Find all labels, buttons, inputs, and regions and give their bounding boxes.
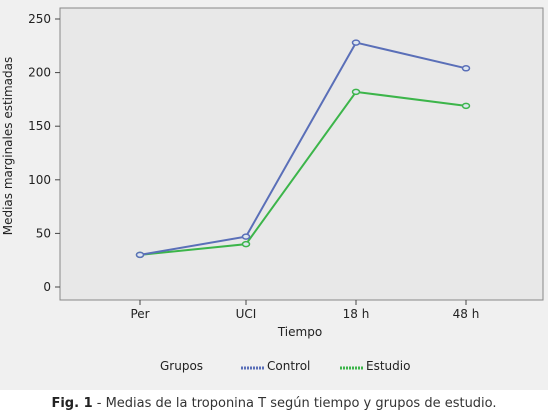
y-tick-label: 150 bbox=[28, 119, 51, 133]
data-point-estudio bbox=[241, 240, 251, 248]
data-point-estudio bbox=[461, 102, 471, 110]
x-tick-label: 48 h bbox=[453, 307, 480, 321]
data-point-control bbox=[461, 65, 471, 72]
y-axis-title: Medias marginales estimadas bbox=[1, 57, 15, 236]
data-point-estudio bbox=[351, 88, 361, 96]
x-tick-label: 18 h bbox=[343, 307, 370, 321]
x-tick-label: Per bbox=[130, 307, 149, 321]
series-layer bbox=[135, 39, 471, 259]
y-tick-label: 100 bbox=[28, 173, 51, 187]
x-axis: Per UCI 18 h 48 h bbox=[130, 300, 479, 321]
y-tick-label: 50 bbox=[36, 226, 51, 240]
legend-title: Grupos bbox=[160, 359, 203, 373]
plot-area bbox=[59, 7, 544, 301]
chart-figure: 0 50 100 150 200 250 Per UCI 18 h 48 h Medias ma… bbox=[0, 0, 548, 390]
caption-label: Fig. 1 bbox=[51, 396, 93, 411]
y-axis: 0 50 100 150 200 250 bbox=[28, 12, 60, 294]
figure-caption: Fig. 1 - Medias de la troponina T según … bbox=[0, 396, 548, 411]
legend-items: Control Estudio bbox=[241, 359, 410, 373]
y-tick-label: 250 bbox=[28, 12, 51, 26]
y-tick-label: 200 bbox=[28, 66, 51, 80]
data-point-control bbox=[241, 233, 251, 240]
x-axis-title: Tiempo bbox=[277, 325, 322, 339]
data-point-control bbox=[135, 251, 145, 259]
series-line-estudio bbox=[139, 90, 467, 256]
y-tick-label: 0 bbox=[43, 280, 51, 294]
legend-label-control: Control bbox=[267, 359, 310, 373]
chart-svg: 0 50 100 150 200 250 Per UCI 18 h 48 h Medias ma… bbox=[1, 7, 544, 373]
series-line-control bbox=[139, 41, 467, 256]
legend-label-estudio: Estudio bbox=[366, 359, 410, 373]
x-tick-label: UCI bbox=[236, 307, 257, 321]
data-point-control bbox=[351, 39, 361, 46]
caption-text: - Medias de la troponina T según tiempo … bbox=[92, 396, 497, 411]
legend: Grupos Control Estudio bbox=[160, 359, 410, 373]
